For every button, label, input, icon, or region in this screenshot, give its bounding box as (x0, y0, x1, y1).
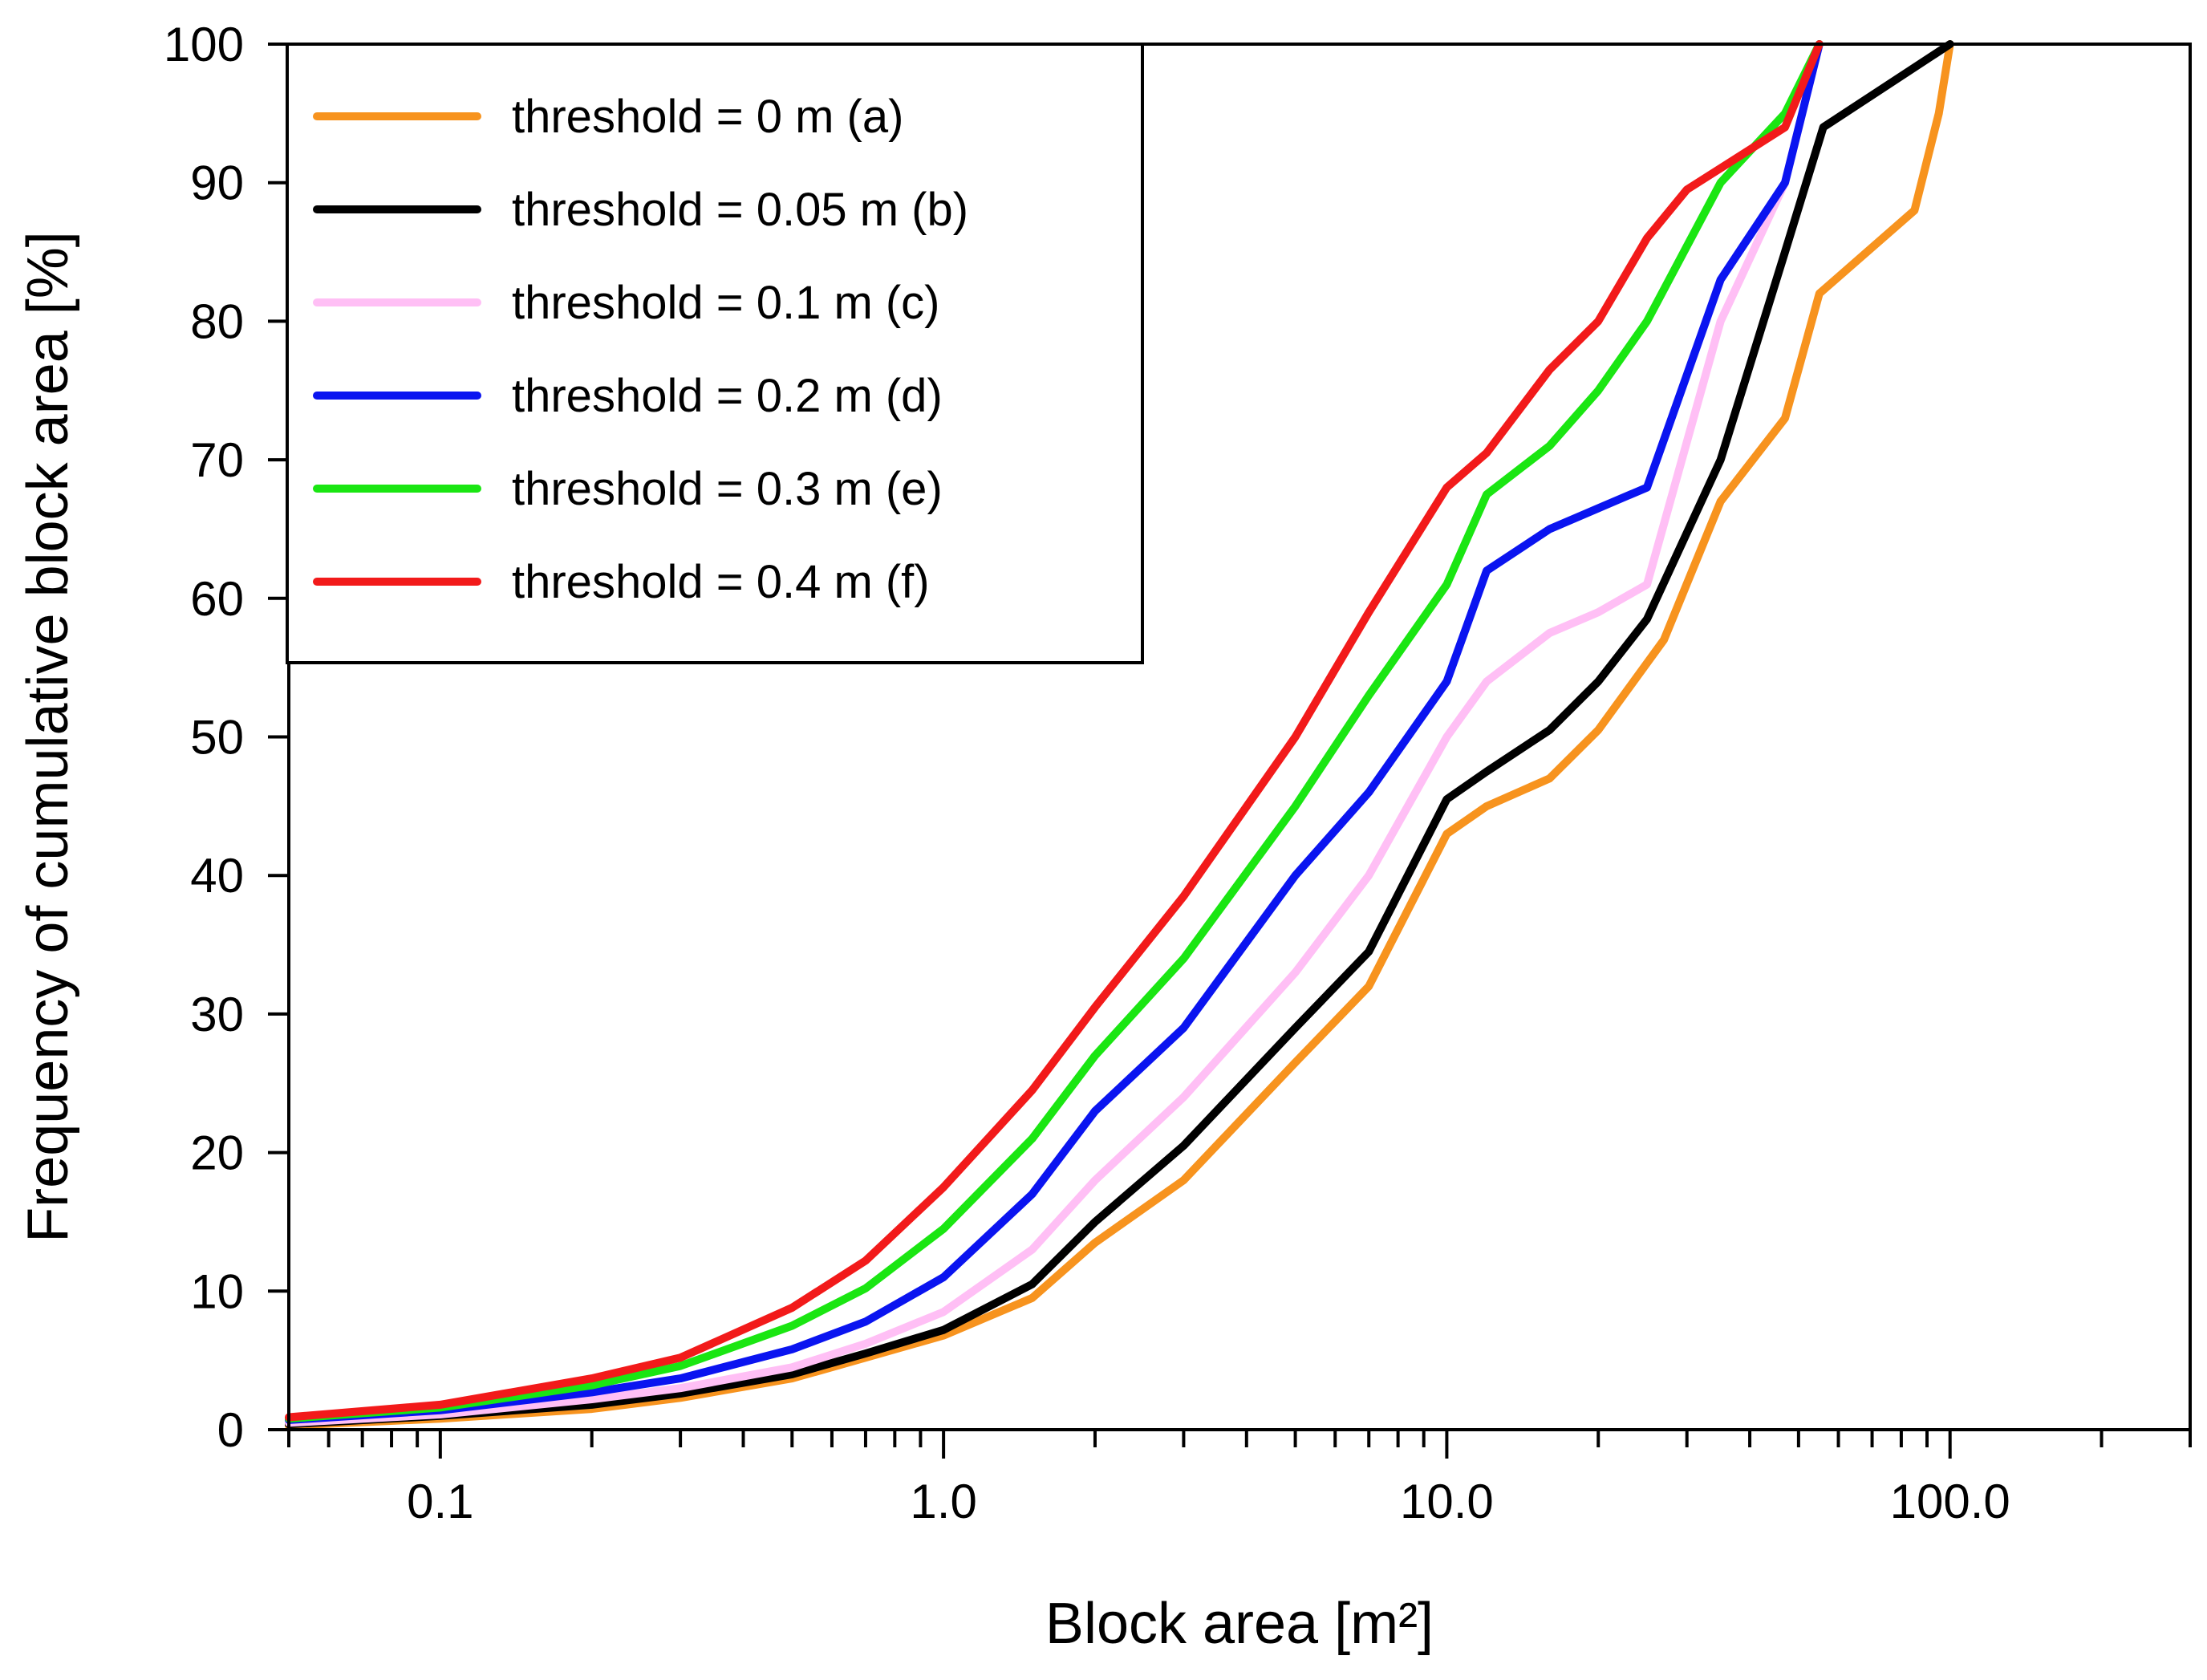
x-axis-ticks: 0.1 1.0 10.0 100.0 (287, 1430, 2192, 1528)
x-tick-label: 1.0 (910, 1475, 976, 1528)
y-tick-label: 20 (190, 1126, 244, 1180)
y-axis-title: Frequency of cumulative block area [%] (16, 231, 80, 1243)
y-tick-label: 0 (217, 1403, 244, 1457)
legend-label-3: threshold = 0.1 m (c) (512, 277, 940, 329)
series-line-1 (285, 40, 1954, 1430)
legend-label-6: threshold = 0.4 m (f) (512, 556, 930, 608)
y-tick-label: 60 (190, 572, 244, 626)
plot-lines (285, 40, 1954, 1430)
series-line-5 (285, 40, 1824, 1423)
y-tick-label: 70 (190, 433, 244, 487)
legend-label-5: threshold = 0.3 m (e) (512, 463, 943, 515)
y-tick-label: 80 (190, 294, 244, 348)
legend-label-4: threshold = 0.2 m (d) (512, 370, 943, 422)
series-line-4 (285, 40, 1824, 1424)
legend: threshold = 0 m (a) threshold = 0.05 m (b… (286, 43, 1144, 664)
x-tick-label: 10.0 (1400, 1475, 1494, 1528)
legend-box (286, 43, 1144, 664)
y-tick-label: 30 (190, 988, 244, 1041)
y-tick-label: 90 (190, 156, 244, 210)
x-tick-label: 0.1 (407, 1475, 473, 1528)
y-tick-label: 50 (190, 711, 244, 765)
y-tick-label: 100 (164, 18, 244, 71)
x-axis-title: Block area [m²] (1045, 1592, 1434, 1656)
legend-label-1: threshold = 0 m (a) (512, 91, 903, 143)
y-tick-label: 40 (190, 849, 244, 903)
y-axis-ticks: 0 10 20 30 40 50 60 70 80 90 100 (164, 18, 289, 1457)
series-line-6 (285, 40, 1824, 1422)
x-tick-label: 100.0 (1890, 1475, 2010, 1528)
series-line-3 (285, 40, 1824, 1427)
y-tick-label: 10 (190, 1264, 244, 1318)
legend-label-2: threshold = 0.05 m (b) (512, 184, 968, 236)
series-line-2 (285, 40, 1954, 1429)
